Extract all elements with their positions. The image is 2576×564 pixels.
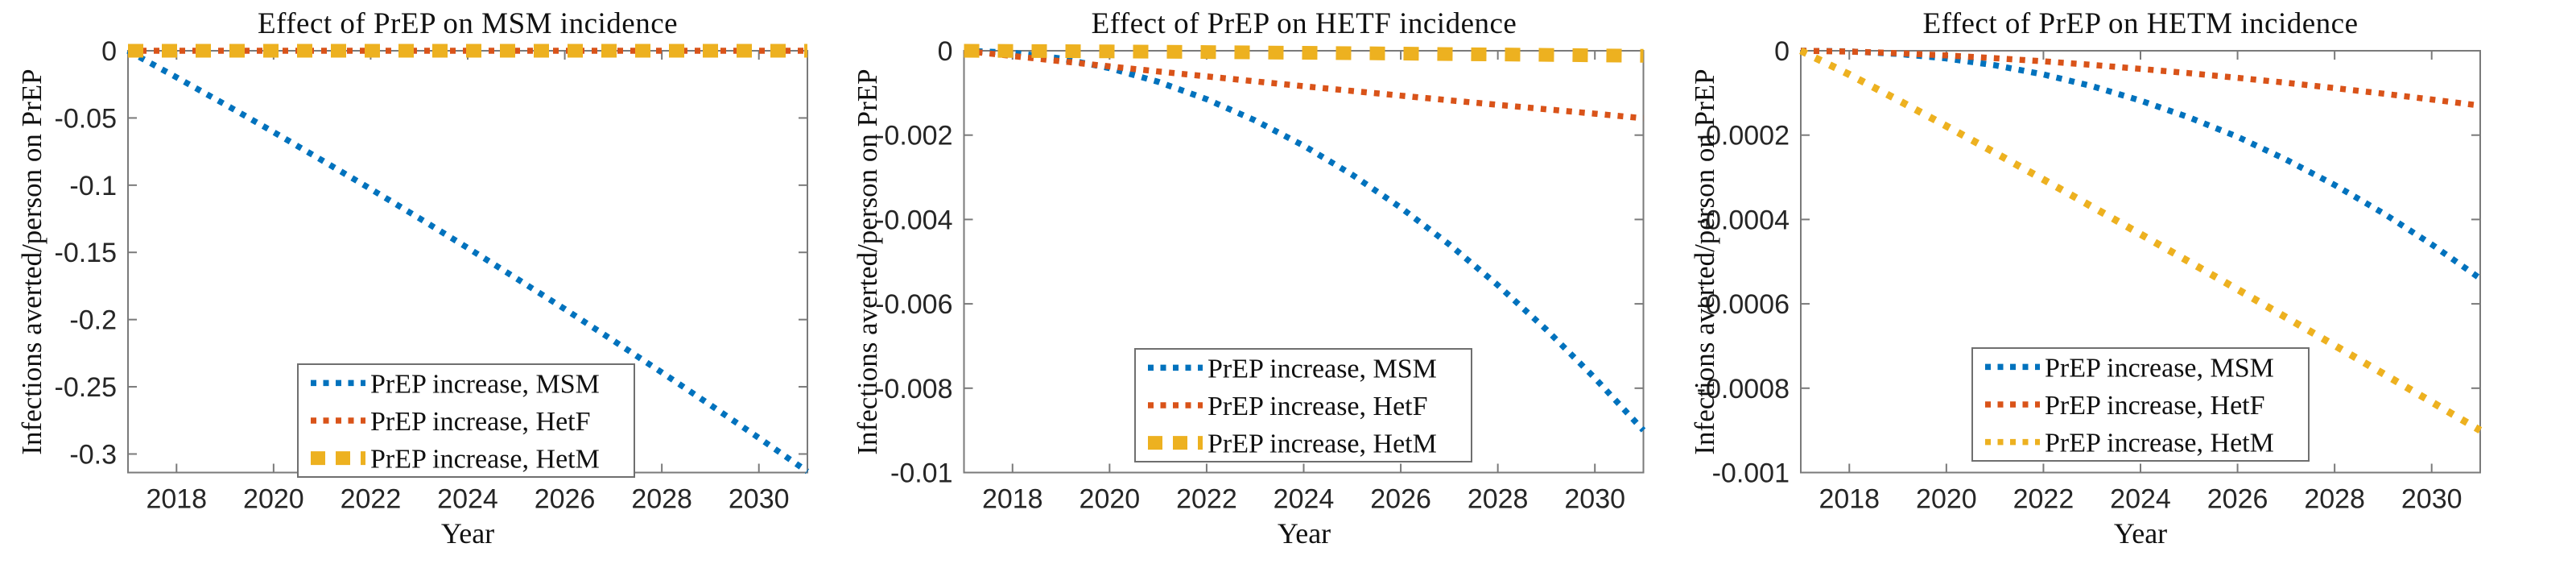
x-tick-label: 2030 (1564, 484, 1625, 515)
x-tick-label: 2024 (2110, 484, 2171, 515)
chart-title-msm: Effect of PrEP on MSM incidence (257, 7, 679, 40)
y-tick-label: -0.2 (69, 305, 117, 336)
y-tick-label: -0.004 (875, 205, 952, 235)
y-tick-label: -0.01 (890, 458, 953, 489)
y-tick-label: -0.001 (1712, 458, 1790, 489)
legend-label-prep-increase-hetm: PrEP increase, HetM (1208, 429, 1437, 459)
x-tick-label: 2020 (1080, 484, 1141, 515)
y-tick-label: -0.0008 (1697, 374, 1790, 404)
legend-label-prep-increase-hetm: PrEP increase, HetM (370, 445, 600, 475)
x-axis-label-msm: Year (440, 517, 495, 549)
chart-panel-effect-of-prep-on-hetm-incidence: 2018 2020 2022 2024 2026 2028 2030 0 -0.0002 -0.0… (1697, 36, 2483, 515)
legend-label-prep-increase-hetf: PrEP increase, HetF (2045, 391, 2265, 421)
x-tick-label: 2030 (2401, 484, 2462, 515)
chart-panel-effect-of-prep-on-hetf-incidence: 2018 2020 2022 2024 2026 2028 2030 0 -0.002 -0.00… (875, 36, 1646, 515)
y-tick-label: -0.05 (55, 103, 118, 134)
series-line-prep-increase-msm (126, 48, 810, 475)
y-tick-label: -0.0004 (1697, 205, 1790, 235)
series-line-prep-increase-hetf (964, 48, 1644, 122)
x-axis-label-hetf: Year (1277, 517, 1331, 549)
x-tick-label: 2020 (243, 484, 304, 515)
legend-label-prep-increase-msm: PrEP increase, MSM (2045, 353, 2274, 383)
chart-panel-effect-of-prep-on-msm-incidence: 2018 2020 2022 2024 2026 2028 2030 0 -0.05 -0.1 -0… (55, 36, 810, 515)
y-tick-label: 0 (101, 36, 117, 67)
x-tick-label: 2022 (2013, 484, 2074, 515)
x-tick-label: 2024 (1274, 484, 1335, 515)
y-tick-label: -0.1 (69, 171, 117, 201)
y-tick-label: -0.15 (55, 238, 118, 268)
x-tick-label: 2018 (146, 484, 207, 515)
y-tick-label: -0.0006 (1697, 289, 1790, 320)
chart-title-hetm: Effect of PrEP on HETM incidence (1922, 7, 2359, 40)
series-line-prep-increase-hetf (1800, 48, 2481, 109)
x-tick-label: 2030 (729, 484, 790, 515)
y-tick-label: -0.006 (875, 289, 952, 320)
x-tick-label: 2028 (1468, 484, 1529, 515)
x-tick-label: 2024 (437, 484, 498, 515)
y-tick-label: -0.25 (55, 372, 118, 403)
y-tick-label: 0 (938, 36, 953, 67)
legend-label-prep-increase-msm: PrEP increase, MSM (1208, 354, 1437, 384)
legend-box (297, 363, 635, 478)
legend-box (1134, 348, 1472, 462)
x-tick-label: 2022 (1176, 484, 1237, 515)
y-tick-label: 0 (1774, 36, 1790, 67)
y-tick-label: -0.0002 (1697, 121, 1790, 151)
legend-label-prep-increase-msm: PrEP increase, MSM (370, 369, 600, 399)
legend-label-prep-increase-hetm: PrEP increase, HetM (2045, 429, 2274, 458)
x-tick-label: 2028 (2304, 484, 2365, 515)
legend-box (1971, 347, 2310, 462)
x-tick-label: 2026 (2207, 484, 2268, 515)
y-tick-label: -0.008 (875, 374, 952, 404)
y-tick-label: -0.002 (875, 121, 952, 151)
x-tick-label: 2028 (631, 484, 692, 515)
x-axis-label-hetm: Year (2113, 517, 2168, 549)
x-tick-label: 2018 (982, 484, 1043, 515)
series-line-prep-increase-msm (1800, 48, 2483, 281)
y-tick-label: -0.3 (69, 439, 117, 470)
series-line-prep-increase-hetm (964, 44, 1644, 63)
legend-label-prep-increase-hetf: PrEP increase, HetF (370, 407, 591, 437)
x-tick-label: 2018 (1818, 484, 1880, 515)
y-axis-label-msm: Infections averted/person on PrEP (16, 68, 47, 455)
chart-title-hetf: Effect of PrEP on HETF incidence (1091, 7, 1517, 40)
x-tick-label: 2022 (341, 484, 402, 515)
y-axis-label-hetm: Infections averted/person on PrEP (1689, 68, 1720, 455)
x-tick-label: 2026 (1370, 484, 1431, 515)
y-axis-label-hetf: Infections averted/person on PrEP (852, 68, 883, 455)
series-line-prep-increase-hetm (1799, 47, 2483, 433)
x-tick-label: 2026 (535, 484, 596, 515)
x-tick-label: 2020 (1916, 484, 1977, 515)
legend-label-prep-increase-hetf: PrEP increase, HetF (1208, 392, 1428, 421)
